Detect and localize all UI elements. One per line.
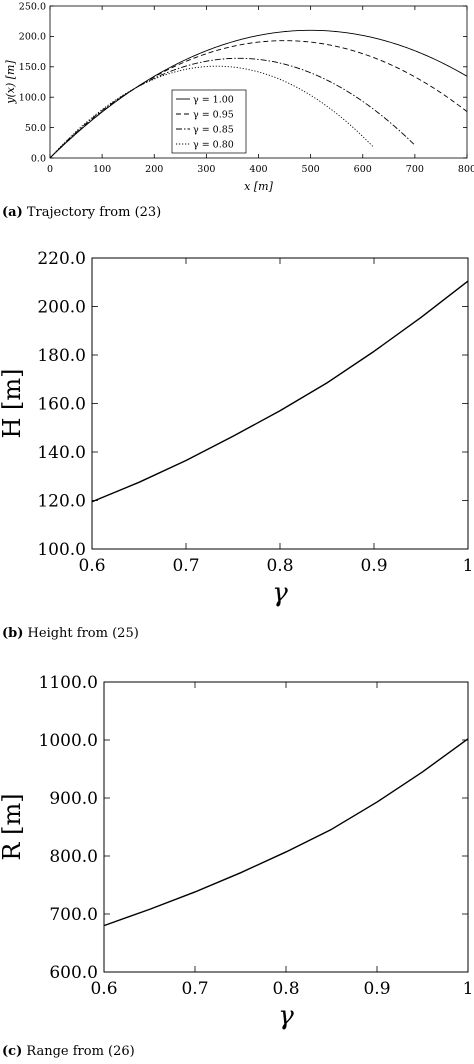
x-tick-label: 0.9 bbox=[363, 979, 390, 999]
x-tick-label: 0 bbox=[47, 164, 53, 175]
x-tick-label: 500 bbox=[302, 164, 320, 175]
y-tick-label: 200.0 bbox=[37, 297, 86, 317]
legend-label: γ = 0.95 bbox=[193, 110, 234, 121]
x-tick-label: 0.6 bbox=[90, 979, 117, 999]
trajectory-series-line bbox=[50, 57, 415, 158]
y-tick-label: 160.0 bbox=[37, 394, 86, 414]
y-tick-label: 900.0 bbox=[49, 789, 98, 809]
trajectory-chart: 0 100 200 300 400 500 600 700 800 0.0 50.0 100.0 150… bbox=[4, 1, 474, 193]
y-tick-label: 800.0 bbox=[49, 847, 98, 867]
y-tick-label: 200.0 bbox=[19, 32, 46, 43]
x-tick-label: 200 bbox=[145, 164, 163, 175]
x-tick-label: 600 bbox=[354, 164, 372, 175]
x-tick-label: 0.7 bbox=[181, 979, 208, 999]
caption-b-tag: (b) bbox=[2, 626, 24, 641]
legend-box bbox=[171, 89, 247, 154]
x-tick-label: 1 bbox=[463, 556, 474, 576]
x-tick-label: 0.9 bbox=[360, 556, 387, 576]
x-axis-label: γ bbox=[272, 578, 288, 608]
series-line bbox=[103, 738, 469, 927]
caption-a-tag: (a) bbox=[2, 205, 23, 220]
x-tick-label: 700 bbox=[406, 164, 424, 175]
y-tick-label: 100.0 bbox=[19, 93, 46, 104]
y-tick-label: 0.0 bbox=[31, 153, 46, 164]
height-chart: 0.6 0.7 0.8 0.9 1 100.0 120.0 140.0 160.0 180.0 20… bbox=[0, 249, 474, 608]
y-tick-label: 1100.0 bbox=[39, 673, 98, 693]
y-tick-label: 220.0 bbox=[37, 249, 86, 269]
x-tick-label: 0.8 bbox=[272, 979, 299, 999]
range-chart: 0.6 0.7 0.8 0.9 1 600.0 700.0 800.0 900.0 1000.0 1… bbox=[0, 673, 474, 1031]
caption-c: (c) Range from (26) bbox=[2, 1044, 135, 1059]
y-tick-label: 180.0 bbox=[37, 346, 86, 366]
x-tick-label: 400 bbox=[249, 164, 267, 175]
caption-b: (b) Height from (25) bbox=[2, 626, 139, 641]
x-tick-label: 0.8 bbox=[266, 556, 293, 576]
y-tick-label: 600.0 bbox=[49, 963, 98, 983]
y-axis-label: R [m] bbox=[0, 793, 26, 860]
x-tick-label: 0.6 bbox=[78, 556, 105, 576]
caption-c-text: Range from (26) bbox=[26, 1044, 135, 1059]
x-tick-label: 100 bbox=[93, 164, 111, 175]
plot-frame bbox=[91, 257, 469, 550]
legend-label: γ = 1.00 bbox=[193, 95, 234, 106]
y-axis-label: y(x) [m] bbox=[4, 60, 17, 105]
caption-c-tag: (c) bbox=[2, 1044, 23, 1059]
y-tick-label: 100.0 bbox=[37, 540, 86, 560]
legend-label: γ = 0.80 bbox=[193, 140, 234, 151]
y-tick-label: 1000.0 bbox=[39, 731, 98, 751]
x-tick-label: 1 bbox=[463, 979, 474, 999]
y-tick-label: 150.0 bbox=[19, 62, 46, 73]
legend-label: γ = 0.85 bbox=[193, 125, 234, 136]
x-tick-label: 300 bbox=[197, 164, 215, 175]
trajectory-series-line bbox=[50, 29, 467, 158]
caption-a-text: Trajectory from (23) bbox=[26, 205, 162, 220]
y-tick-label: 140.0 bbox=[37, 443, 86, 463]
y-tick-label: 50.0 bbox=[25, 123, 46, 134]
plot-frame bbox=[103, 681, 469, 973]
y-tick-label: 120.0 bbox=[37, 491, 86, 511]
y-axis-label: H [m] bbox=[0, 368, 26, 438]
caption-a: (a) Trajectory from (23) bbox=[2, 205, 161, 220]
x-axis-label: x [m] bbox=[244, 180, 273, 193]
series-line bbox=[91, 280, 469, 503]
y-tick-label: 250.0 bbox=[19, 1, 46, 12]
x-tick-label: 0.7 bbox=[172, 556, 199, 576]
caption-b-text: Height from (25) bbox=[27, 626, 139, 641]
x-tick-label: 800 bbox=[458, 164, 474, 175]
trajectory-series-line bbox=[50, 40, 467, 158]
y-tick-label: 700.0 bbox=[49, 905, 98, 925]
x-axis-label: γ bbox=[278, 1001, 294, 1031]
